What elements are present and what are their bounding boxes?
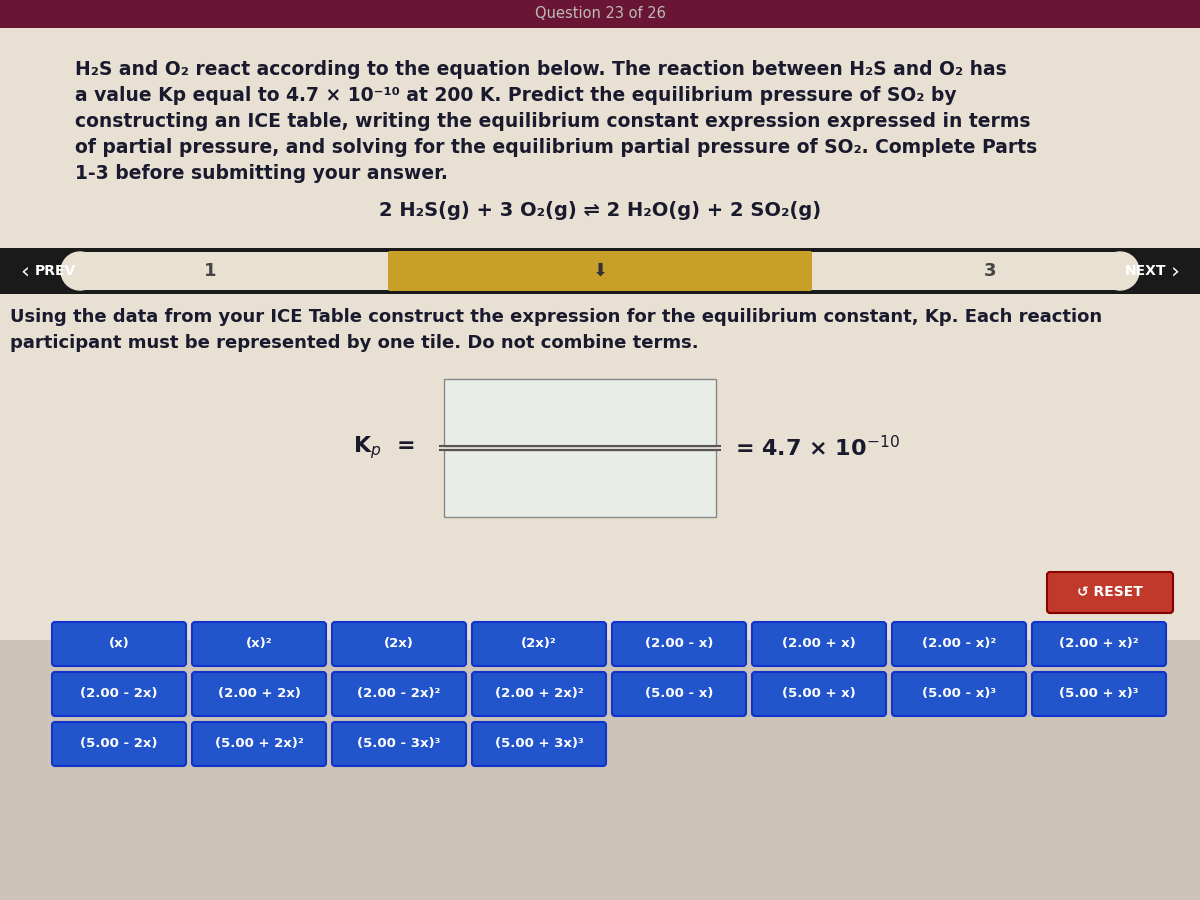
Text: (5.00 + 2x)²: (5.00 + 2x)² — [215, 737, 304, 751]
Text: ‹: ‹ — [20, 261, 30, 281]
FancyBboxPatch shape — [52, 672, 186, 716]
Text: (5.00 - x): (5.00 - x) — [644, 688, 713, 700]
FancyBboxPatch shape — [752, 622, 886, 666]
FancyBboxPatch shape — [192, 672, 326, 716]
Text: (2.00 - x): (2.00 - x) — [644, 637, 713, 651]
Text: ↺ RESET: ↺ RESET — [1078, 586, 1142, 599]
Text: 3: 3 — [984, 262, 996, 280]
Bar — [0, 640, 1200, 900]
Circle shape — [1102, 252, 1139, 290]
Text: (5.00 + x)³: (5.00 + x)³ — [1060, 688, 1139, 700]
Text: 1: 1 — [204, 262, 216, 280]
FancyBboxPatch shape — [472, 672, 606, 716]
FancyBboxPatch shape — [892, 672, 1026, 716]
FancyBboxPatch shape — [472, 722, 606, 766]
FancyBboxPatch shape — [892, 622, 1026, 666]
FancyBboxPatch shape — [1046, 572, 1174, 613]
Bar — [0, 0, 1200, 28]
Text: (5.00 - 3x)³: (5.00 - 3x)³ — [358, 737, 440, 751]
FancyBboxPatch shape — [612, 622, 746, 666]
FancyBboxPatch shape — [444, 450, 716, 517]
FancyBboxPatch shape — [1032, 672, 1166, 716]
FancyBboxPatch shape — [332, 622, 466, 666]
Text: of partial pressure, and solving for the equilibrium partial pressure of SO₂. Co: of partial pressure, and solving for the… — [74, 138, 1037, 157]
Text: ›: › — [1170, 261, 1180, 281]
FancyBboxPatch shape — [612, 672, 746, 716]
FancyBboxPatch shape — [388, 251, 812, 291]
FancyBboxPatch shape — [472, 622, 606, 666]
Text: K$_p$  =: K$_p$ = — [353, 435, 415, 462]
Text: participant must be represented by one tile. Do not combine terms.: participant must be represented by one t… — [10, 334, 698, 352]
Text: = 4.7 × 10$^{-10}$: = 4.7 × 10$^{-10}$ — [734, 436, 900, 461]
Text: (x)²: (x)² — [246, 637, 272, 651]
FancyBboxPatch shape — [444, 379, 716, 446]
Text: (2.00 + 2x)²: (2.00 + 2x)² — [494, 688, 583, 700]
Text: (x): (x) — [109, 637, 130, 651]
FancyBboxPatch shape — [52, 622, 186, 666]
Text: Using the data from your ICE Table construct the expression for the equilibrium : Using the data from your ICE Table const… — [10, 308, 1102, 326]
Text: (5.00 + 3x)³: (5.00 + 3x)³ — [494, 737, 583, 751]
Text: NEXT: NEXT — [1124, 264, 1165, 278]
FancyBboxPatch shape — [192, 722, 326, 766]
Bar — [0, 0, 1200, 640]
Text: (2.00 - 2x)²: (2.00 - 2x)² — [358, 688, 440, 700]
Text: (2.00 + 2x): (2.00 + 2x) — [217, 688, 300, 700]
Bar — [80, 252, 1120, 290]
Text: (5.00 - 2x): (5.00 - 2x) — [80, 737, 157, 751]
Bar — [0, 248, 1200, 294]
Text: constructing an ICE table, writing the equilibrium constant expression expressed: constructing an ICE table, writing the e… — [74, 112, 1031, 131]
Text: (2.00 - x)²: (2.00 - x)² — [922, 637, 996, 651]
FancyBboxPatch shape — [332, 722, 466, 766]
FancyBboxPatch shape — [52, 722, 186, 766]
Text: 1-3 before submitting your answer.: 1-3 before submitting your answer. — [74, 164, 448, 183]
Text: 2 H₂S(g) + 3 O₂(g) ⇌ 2 H₂O(g) + 2 SO₂(g): 2 H₂S(g) + 3 O₂(g) ⇌ 2 H₂O(g) + 2 SO₂(g) — [379, 201, 821, 220]
FancyBboxPatch shape — [332, 672, 466, 716]
Text: a value Kp equal to 4.7 × 10⁻¹⁰ at 200 K. Predict the equilibrium pressure of SO: a value Kp equal to 4.7 × 10⁻¹⁰ at 200 K… — [74, 86, 956, 105]
Text: (2x)²: (2x)² — [521, 637, 557, 651]
FancyBboxPatch shape — [1032, 622, 1166, 666]
Text: PREV: PREV — [35, 264, 76, 278]
Text: ⬇: ⬇ — [593, 262, 607, 280]
Text: (5.00 - x)³: (5.00 - x)³ — [922, 688, 996, 700]
FancyBboxPatch shape — [192, 622, 326, 666]
Text: H₂S and O₂ react according to the equation below. The reaction between H₂S and O: H₂S and O₂ react according to the equati… — [74, 60, 1007, 79]
Text: (5.00 + x): (5.00 + x) — [782, 688, 856, 700]
Text: (2.00 + x): (2.00 + x) — [782, 637, 856, 651]
Circle shape — [61, 252, 98, 290]
Text: Question 23 of 26: Question 23 of 26 — [534, 6, 666, 22]
Text: (2.00 - 2x): (2.00 - 2x) — [80, 688, 157, 700]
Text: (2x): (2x) — [384, 637, 414, 651]
FancyBboxPatch shape — [752, 672, 886, 716]
Text: (2.00 + x)²: (2.00 + x)² — [1060, 637, 1139, 651]
